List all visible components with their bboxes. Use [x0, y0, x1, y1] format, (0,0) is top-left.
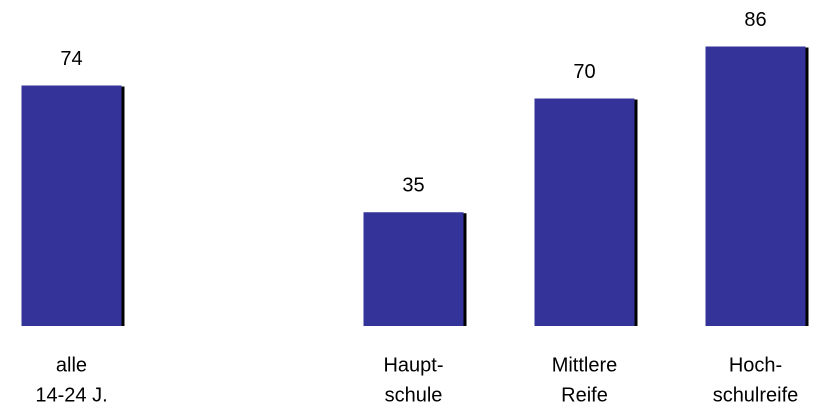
x-tick-label: Hoch- [729, 354, 782, 376]
bar [363, 212, 464, 326]
x-tick-label: schule [385, 384, 443, 406]
value-label: 35 [402, 175, 424, 197]
value-label: 70 [573, 61, 595, 83]
x-tick-label: alle [56, 354, 87, 376]
x-tick-label: Mittlere [552, 354, 618, 376]
x-tick-label: Reife [561, 384, 608, 406]
value-label: 74 [60, 48, 82, 70]
bar [705, 46, 806, 326]
value-label: 86 [744, 9, 766, 31]
bar [534, 98, 635, 326]
x-tick-label: 14-24 J. [35, 384, 107, 406]
x-tick-label: Haupt- [383, 354, 443, 376]
x-tick-label: schulreife [713, 384, 799, 406]
bar [21, 85, 122, 326]
